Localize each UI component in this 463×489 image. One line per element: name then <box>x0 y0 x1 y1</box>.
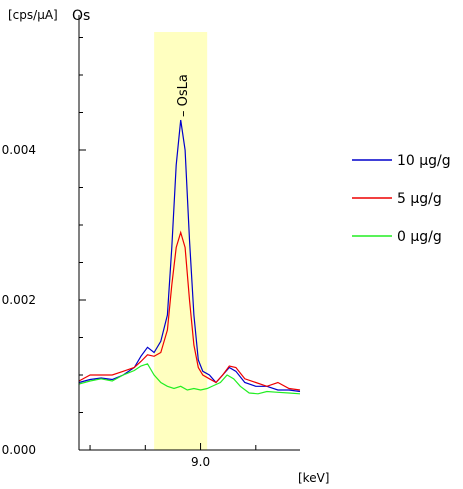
y-tick-label-1: 0.002 <box>2 293 36 307</box>
chart-title: Os <box>72 8 90 24</box>
y-axis-unit-label: [cps/µA] <box>8 8 58 22</box>
x-tick-label-0: 9.0 <box>191 455 210 469</box>
highlight-band-layer <box>154 32 208 450</box>
legend: 10 µg/g 5 µg/g 0 µg/g <box>352 153 451 245</box>
y-tick-label-0: 0.000 <box>2 443 36 457</box>
highlight-band <box>154 32 208 450</box>
legend-label-3: 0 µg/g <box>397 229 442 245</box>
series-line-2 <box>78 230 301 391</box>
legend-label-2: 5 µg/g <box>397 191 442 207</box>
x-ticks: 9.0 <box>89 443 257 469</box>
y-ticks: 0.000 0.002 0.004 <box>2 37 86 457</box>
peak-annotation-oslа: – OsLa <box>176 74 191 117</box>
y-tick-label-2: 0.004 <box>2 143 36 157</box>
series-layer <box>78 119 301 395</box>
axes-layer <box>78 15 300 451</box>
legend-label-1: 10 µg/g <box>397 153 451 169</box>
series-line-3 <box>78 363 301 395</box>
x-axis-unit-label: [keV] <box>298 471 329 485</box>
